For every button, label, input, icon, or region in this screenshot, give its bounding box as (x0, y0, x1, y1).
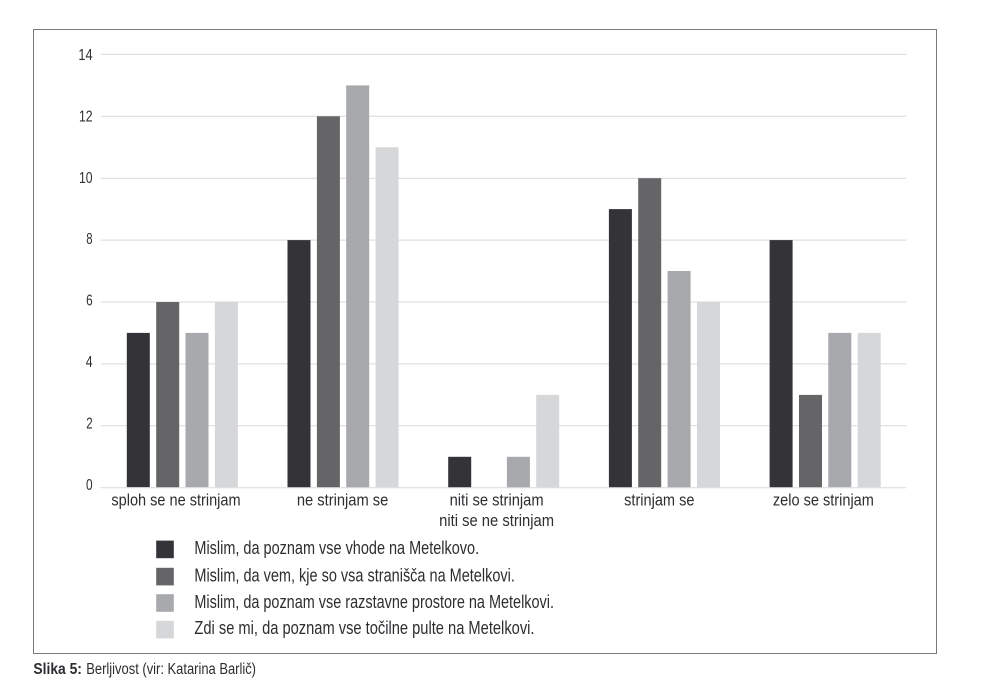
svg-text:niti se strinjam: niti se strinjam (450, 490, 544, 509)
svg-text:10: 10 (79, 170, 93, 187)
svg-text:Berljivost (vir: Katarina Barl: Berljivost (vir: Katarina Barlič) (86, 661, 256, 678)
svg-text:Mislim, da poznam vse razstavn: Mislim, da poznam vse razstavne prostore… (194, 592, 554, 612)
svg-text:sploh se ne strinjam: sploh se ne strinjam (111, 490, 240, 509)
svg-text:ne strinjam se: ne strinjam se (297, 490, 389, 509)
svg-text:Mislim, da vem, kje so vsa str: Mislim, da vem, kje so vsa stranišča na … (194, 565, 515, 585)
svg-text:niti se ne strinjam: niti se ne strinjam (439, 511, 554, 530)
svg-text:zelo se strinjam: zelo se strinjam (773, 490, 874, 509)
svg-text:12: 12 (79, 108, 93, 125)
svg-text:Zdi se mi, da poznam vse točil: Zdi se mi, da poznam vse točilne pulte n… (194, 618, 534, 638)
svg-text:0: 0 (86, 477, 93, 494)
svg-text:2: 2 (86, 416, 92, 433)
svg-text:strinjam se: strinjam se (624, 490, 694, 509)
svg-text:6: 6 (86, 293, 93, 310)
svg-text:Slika 5:: Slika 5: (33, 661, 82, 678)
svg-text:8: 8 (86, 231, 92, 248)
svg-text:14: 14 (78, 47, 92, 64)
svg-text:4: 4 (86, 354, 93, 371)
svg-text:Mislim, da poznam vse vhode na: Mislim, da poznam vse vhode na Metelkovo… (194, 538, 479, 558)
